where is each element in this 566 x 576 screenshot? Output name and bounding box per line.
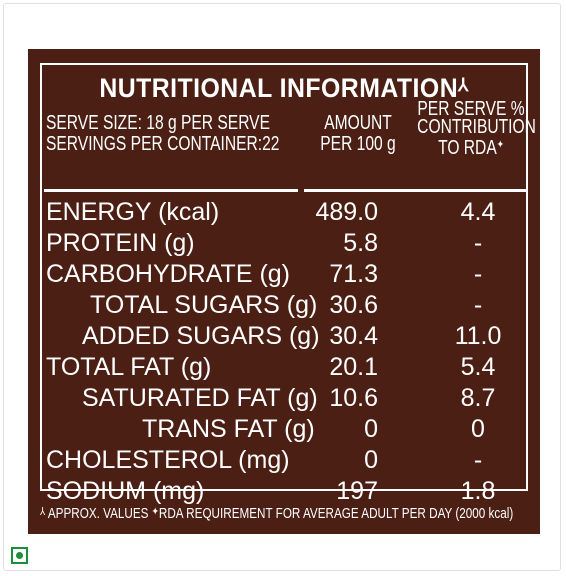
nutrient-name: SATURATED FAT (g) <box>82 384 318 412</box>
veg-symbol-icon <box>11 547 28 564</box>
nutrient-name: PROTEIN (g) <box>46 229 195 257</box>
serving-info: SERVE SIZE: 18 g PER SERVE SERVINGS PER … <box>46 113 279 155</box>
nutrient-rda: - <box>473 446 483 474</box>
nutrient-rows: ENERGY (kcal) 489.0 4.4 PROTEIN (g) 5.8 … <box>42 197 526 507</box>
rda-column-header: PER SERVE % CONTRIBUTION TO RDA✦ <box>417 98 536 159</box>
nutrient-amount: 71.3 <box>329 260 378 288</box>
table-row: CARBOHYDRATE (g) 71.3 - <box>42 259 526 290</box>
nutrient-name: TRANS FAT (g) <box>142 415 315 443</box>
label-footnote: ⅄ APPROX. VALUES ✦RDA REQUIREMENT FOR AV… <box>40 505 513 522</box>
nutrient-rda: 11.0 <box>454 322 502 350</box>
nutrition-label-image: NUTRITIONAL INFORMATION⅄ SERVE SIZE: 18 … <box>28 49 540 534</box>
rda-star-icon: ✦ <box>151 506 159 518</box>
nutrient-amount: 0 <box>364 446 378 474</box>
nutrient-name: CHOLESTEROL (mg) <box>46 446 290 474</box>
table-row: TOTAL SUGARS (g) 30.6 - <box>42 290 526 321</box>
table-row: TOTAL FAT (g) 20.1 5.4 <box>42 352 526 383</box>
nutrition-table: NUTRITIONAL INFORMATION⅄ SERVE SIZE: 18 … <box>40 63 536 505</box>
nutrient-name: ADDED SUGARS (g) <box>82 322 320 350</box>
nutrient-rda: - <box>473 260 483 288</box>
rda-header-line3: TO RDA <box>438 137 497 159</box>
amount-header-line1: AMOUNT <box>324 112 392 134</box>
table-row: CHOLESTEROL (mg) 0 - <box>42 445 526 476</box>
nutrient-rda: 1.8 <box>460 477 496 505</box>
nutrient-amount: 30.4 <box>329 322 378 350</box>
table-row: ENERGY (kcal) 489.0 4.4 <box>42 197 526 228</box>
rda-header-line1: PER SERVE % <box>417 98 525 120</box>
nutrient-amount: 30.6 <box>329 291 378 319</box>
nutrient-rda: 5.4 <box>460 353 496 381</box>
header-divider-amount <box>304 189 412 192</box>
nutrient-rda: - <box>473 291 483 319</box>
serve-size: SERVE SIZE: 18 g PER SERVE <box>46 112 270 134</box>
veg-symbol-dot <box>16 552 23 559</box>
header-divider-left <box>44 189 298 192</box>
amount-column-header: AMOUNT PER 100 g <box>319 113 397 155</box>
nutrient-name: SODIUM (mg) <box>46 477 205 505</box>
nutrient-rda: 8.7 <box>460 384 496 412</box>
footnote-rda: RDA REQUIREMENT FOR AVERAGE ADULT PER DA… <box>158 505 514 522</box>
nutrient-amount: 20.1 <box>329 353 378 381</box>
nutrient-amount: 10.6 <box>329 384 378 412</box>
header-divider-rda <box>412 189 528 192</box>
nutrient-amount: 197 <box>336 477 378 505</box>
table-row: TRANS FAT (g) 0 0 <box>42 414 526 445</box>
amount-header-line2: PER 100 g <box>320 133 396 155</box>
nutrient-rda: 0 <box>471 415 485 443</box>
nutrient-amount: 5.8 <box>343 229 378 257</box>
approx-mark-icon: ⅄ <box>458 75 469 95</box>
table-row: PROTEIN (g) 5.8 - <box>42 228 526 259</box>
rda-header-line2: CONTRIBUTION <box>417 116 536 138</box>
table-row: ADDED SUGARS (g) 30.4 11.0 <box>42 321 526 352</box>
title-text: NUTRITIONAL INFORMATION <box>99 73 459 103</box>
table-row: SATURATED FAT (g) 10.6 8.7 <box>42 383 526 414</box>
nutrient-rda: - <box>473 229 483 257</box>
footnote-approx: APPROX. VALUES <box>47 505 149 522</box>
nutrient-name: ENERGY (kcal) <box>46 198 220 226</box>
nutrient-amount: 0 <box>364 415 378 443</box>
nutrient-name: TOTAL FAT (g) <box>46 353 212 381</box>
nutrient-name: TOTAL SUGARS (g) <box>90 291 318 319</box>
nutrient-amount: 489.0 <box>315 198 378 226</box>
product-image-frame: NUTRITIONAL INFORMATION⅄ SERVE SIZE: 18 … <box>3 3 561 571</box>
table-row: SODIUM (mg) 197 1.8 <box>42 476 526 507</box>
rda-star-icon: ✦ <box>496 139 504 151</box>
nutrient-rda: 4.4 <box>460 198 496 226</box>
nutrient-name: CARBOHYDRATE (g) <box>46 260 291 288</box>
nutrition-title: NUTRITIONAL INFORMATION⅄ <box>61 73 506 104</box>
approx-mark-icon: ⅄ <box>40 506 46 518</box>
servings-per-container: SERVINGS PER CONTAINER:22 <box>46 133 280 155</box>
